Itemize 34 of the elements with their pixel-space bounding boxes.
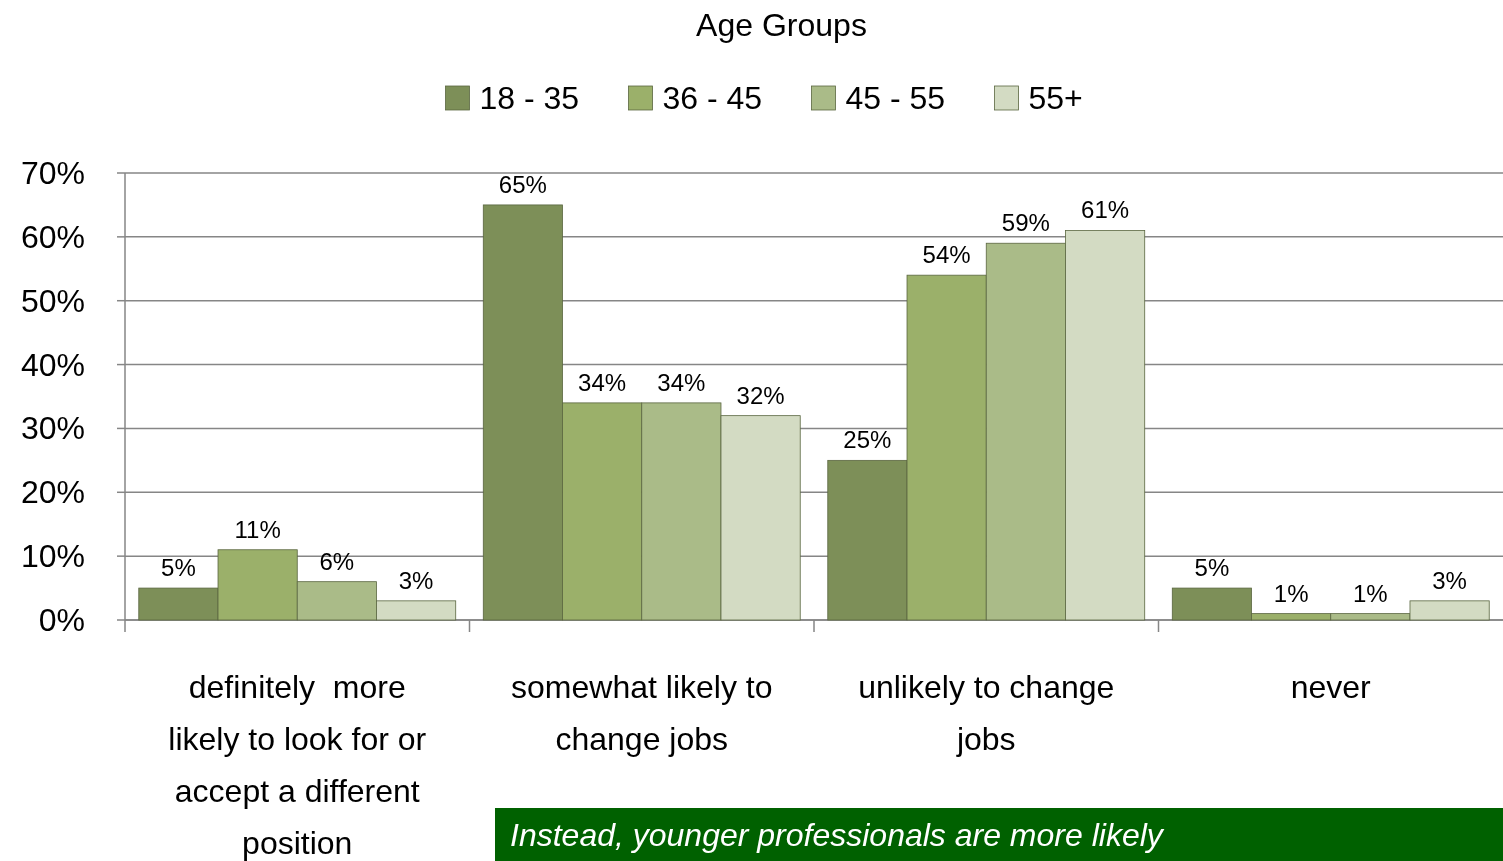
data-label: 54%: [922, 241, 971, 269]
data-label: 1%: [1353, 579, 1388, 607]
legend-label: 55+: [1028, 80, 1083, 116]
data-label: 6%: [319, 547, 355, 575]
x-tick-label: somewhat likely to change jobs: [511, 669, 773, 757]
data-label: 32%: [736, 381, 785, 409]
y-tick-label: 40%: [20, 346, 85, 383]
data-label: 11%: [234, 515, 281, 543]
data-label: 25%: [843, 426, 892, 454]
x-tick-label: never: [1290, 669, 1372, 705]
data-label: 5%: [161, 554, 196, 582]
data-label: 65%: [498, 170, 547, 198]
y-tick-label: 0%: [38, 602, 85, 638]
data-label: 59%: [1001, 209, 1050, 237]
x-tick-label: definitely more likely to look for or accept a different position: [168, 669, 427, 861]
data-label: 3%: [1432, 566, 1467, 594]
legend-label: 18 - 35: [479, 80, 580, 116]
data-label: 61%: [1081, 196, 1130, 224]
text: Instead, younger professionals are more likely: [510, 817, 1165, 853]
legend-label: 45 - 55: [845, 80, 946, 116]
y-tick-label: 70%: [20, 155, 85, 191]
x-tick-label: unlikely to change jobs: [858, 669, 1115, 757]
data-label: 34%: [657, 368, 706, 396]
y-tick-label: 10%: [20, 538, 85, 575]
y-tick-label: 50%: [20, 282, 85, 319]
chart-title: Age Groups: [696, 7, 867, 43]
legend-label: 36 - 45: [662, 80, 763, 116]
y-tick-label: 60%: [20, 218, 85, 255]
y-tick-label: 20%: [20, 474, 85, 511]
data-label: 1%: [1273, 579, 1309, 607]
data-label: 3%: [398, 566, 434, 594]
data-label: 5%: [1194, 554, 1230, 582]
data-label: 34%: [578, 368, 627, 396]
y-tick-label: 30%: [20, 410, 85, 447]
